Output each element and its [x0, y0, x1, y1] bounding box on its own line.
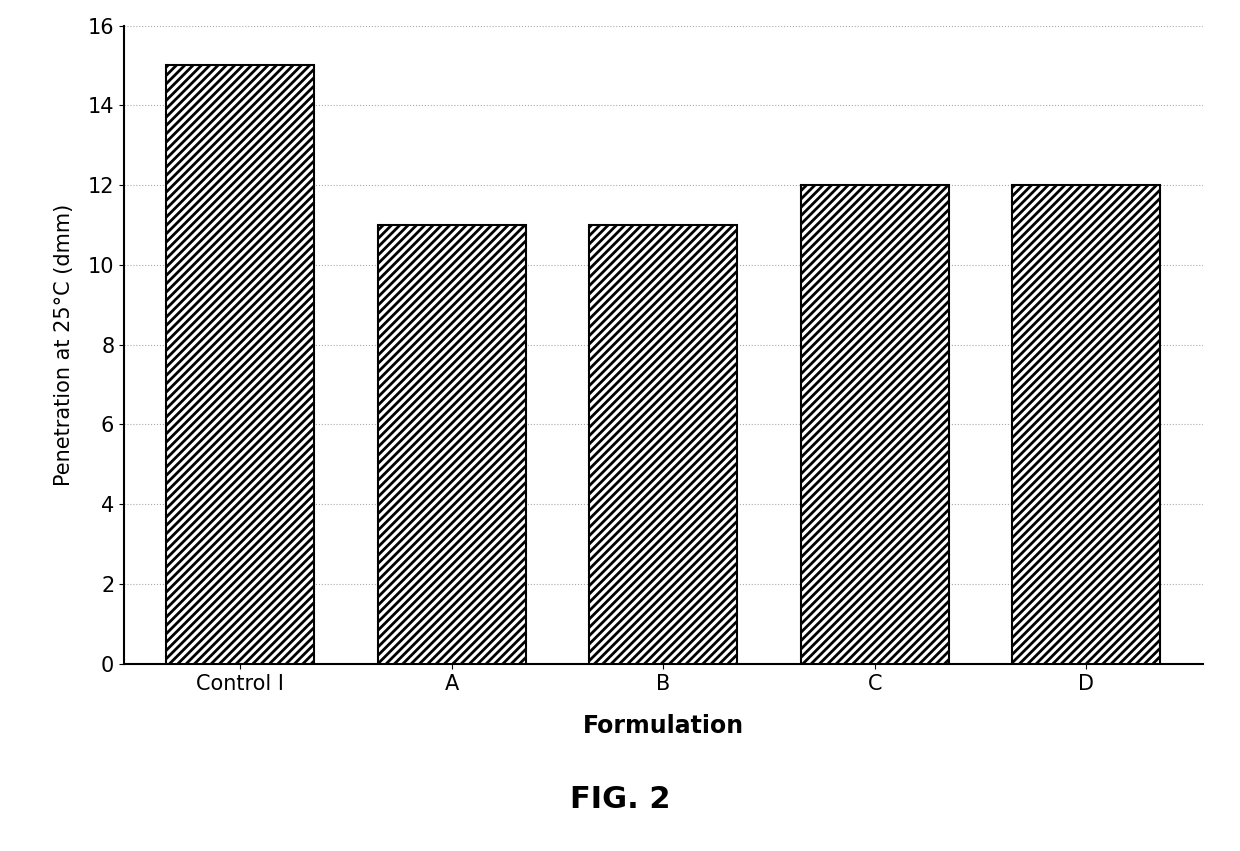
Text: FIG. 2: FIG. 2 — [569, 785, 671, 814]
Bar — [166, 66, 315, 664]
Bar — [589, 225, 738, 664]
Y-axis label: Penetration at 25°C (dmm): Penetration at 25°C (dmm) — [53, 203, 73, 486]
Bar — [378, 225, 526, 664]
Bar — [801, 186, 949, 664]
Bar — [1012, 186, 1161, 664]
X-axis label: Formulation: Formulation — [583, 714, 744, 739]
